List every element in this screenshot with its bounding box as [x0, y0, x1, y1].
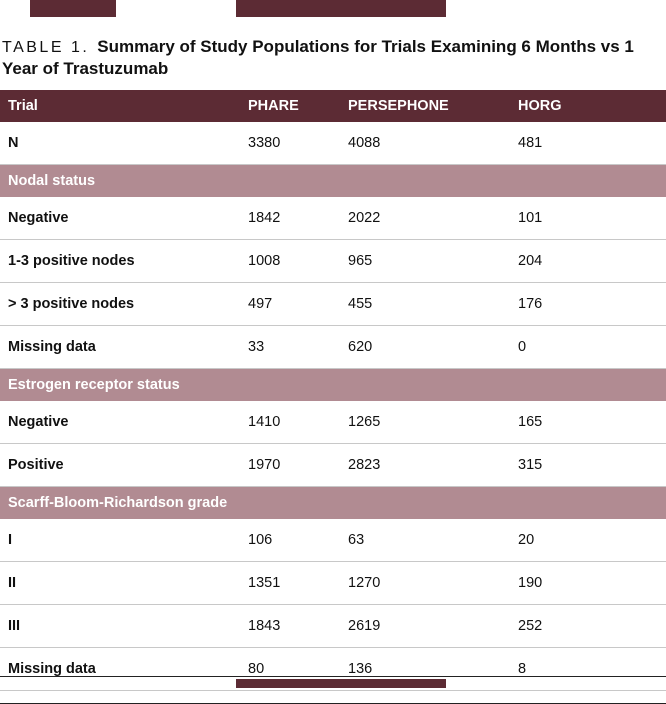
column-header-phare: PHARE: [240, 90, 340, 123]
cell-value: 620: [340, 325, 510, 370]
cell-value: 2022: [340, 197, 510, 241]
cell-value: 1351: [240, 561, 340, 606]
table-row: N 3380 4088 481: [0, 122, 666, 166]
table-number-label: TABLE 1.: [2, 39, 90, 56]
table-row: Negative 1842 2022 101: [0, 197, 666, 241]
cell-value: 176: [510, 282, 666, 327]
cell-value: 1842: [240, 197, 340, 241]
column-header-persephone: PERSEPHONE: [340, 90, 510, 123]
row-label: III: [0, 604, 240, 649]
table-row: Missing data 33 620 0: [0, 325, 666, 370]
table-row: Negative 1410 1265 165: [0, 401, 666, 445]
cell-value: 2619: [340, 604, 510, 649]
cell-value: 165: [510, 401, 666, 445]
table-row: 1-3 positive nodes 1008 965 204: [0, 239, 666, 284]
table-row: Positive 1970 2823 315: [0, 443, 666, 488]
column-header-horg: HORG: [510, 90, 666, 123]
row-label: > 3 positive nodes: [0, 282, 240, 327]
cell-value: 481: [510, 122, 666, 166]
cell-value: 106: [240, 519, 340, 563]
bottom-decoration-bar: [236, 679, 446, 688]
cell-value: 101: [510, 197, 666, 241]
row-label: Missing data: [0, 647, 240, 692]
row-label: I: [0, 519, 240, 563]
section-row: Scarff-Bloom-Richardson grade: [0, 486, 666, 520]
row-label: II: [0, 561, 240, 606]
table-title-text: Summary of Study Populations for Trials …: [2, 37, 634, 79]
section-label: Nodal status: [0, 164, 666, 198]
row-label: Missing data: [0, 325, 240, 370]
top-decoration-bar-left: [30, 0, 116, 17]
row-label: 1-3 positive nodes: [0, 239, 240, 284]
cell-value: 455: [340, 282, 510, 327]
study-populations-table: Trial PHARE PERSEPHONE HORG N 3380 4088 481…: [0, 90, 666, 692]
cell-value: 2823: [340, 443, 510, 488]
row-label: N: [0, 122, 240, 166]
table-row: > 3 positive nodes 497 455 176: [0, 282, 666, 327]
section-label: Estrogen receptor status: [0, 368, 666, 402]
cell-value: 1270: [340, 561, 510, 606]
table-row: III 1843 2619 252: [0, 604, 666, 649]
top-decoration-bar-center: [236, 0, 446, 17]
cell-value: 1410: [240, 401, 340, 445]
cell-value: 1843: [240, 604, 340, 649]
cell-value: 497: [240, 282, 340, 327]
cell-value: 4088: [340, 122, 510, 166]
cell-value: 20: [510, 519, 666, 563]
cell-value: 63: [340, 519, 510, 563]
cell-value: 0: [510, 325, 666, 370]
section-label: Scarff-Bloom-Richardson grade: [0, 486, 666, 520]
cell-value: 1970: [240, 443, 340, 488]
column-header-trial: Trial: [0, 90, 240, 123]
cell-value: 965: [340, 239, 510, 284]
page-bottom-rule: [0, 676, 666, 677]
cell-value: 8: [510, 647, 666, 692]
section-row: Estrogen receptor status: [0, 368, 666, 402]
cell-value: 190: [510, 561, 666, 606]
cell-value: 252: [510, 604, 666, 649]
row-label: Positive: [0, 443, 240, 488]
row-label: Negative: [0, 401, 240, 445]
cell-value: 3380: [240, 122, 340, 166]
cell-value: 1008: [240, 239, 340, 284]
cell-value: 1265: [340, 401, 510, 445]
cell-value: 315: [510, 443, 666, 488]
section-row: Nodal status: [0, 164, 666, 198]
table-row: II 1351 1270 190: [0, 561, 666, 606]
table-row: I 106 63 20: [0, 519, 666, 563]
table-title: TABLE 1. Summary of Study Populations for…: [0, 0, 666, 90]
table-header-row: Trial PHARE PERSEPHONE HORG: [0, 90, 666, 123]
cell-value: 33: [240, 325, 340, 370]
cell-value: 204: [510, 239, 666, 284]
row-label: Negative: [0, 197, 240, 241]
